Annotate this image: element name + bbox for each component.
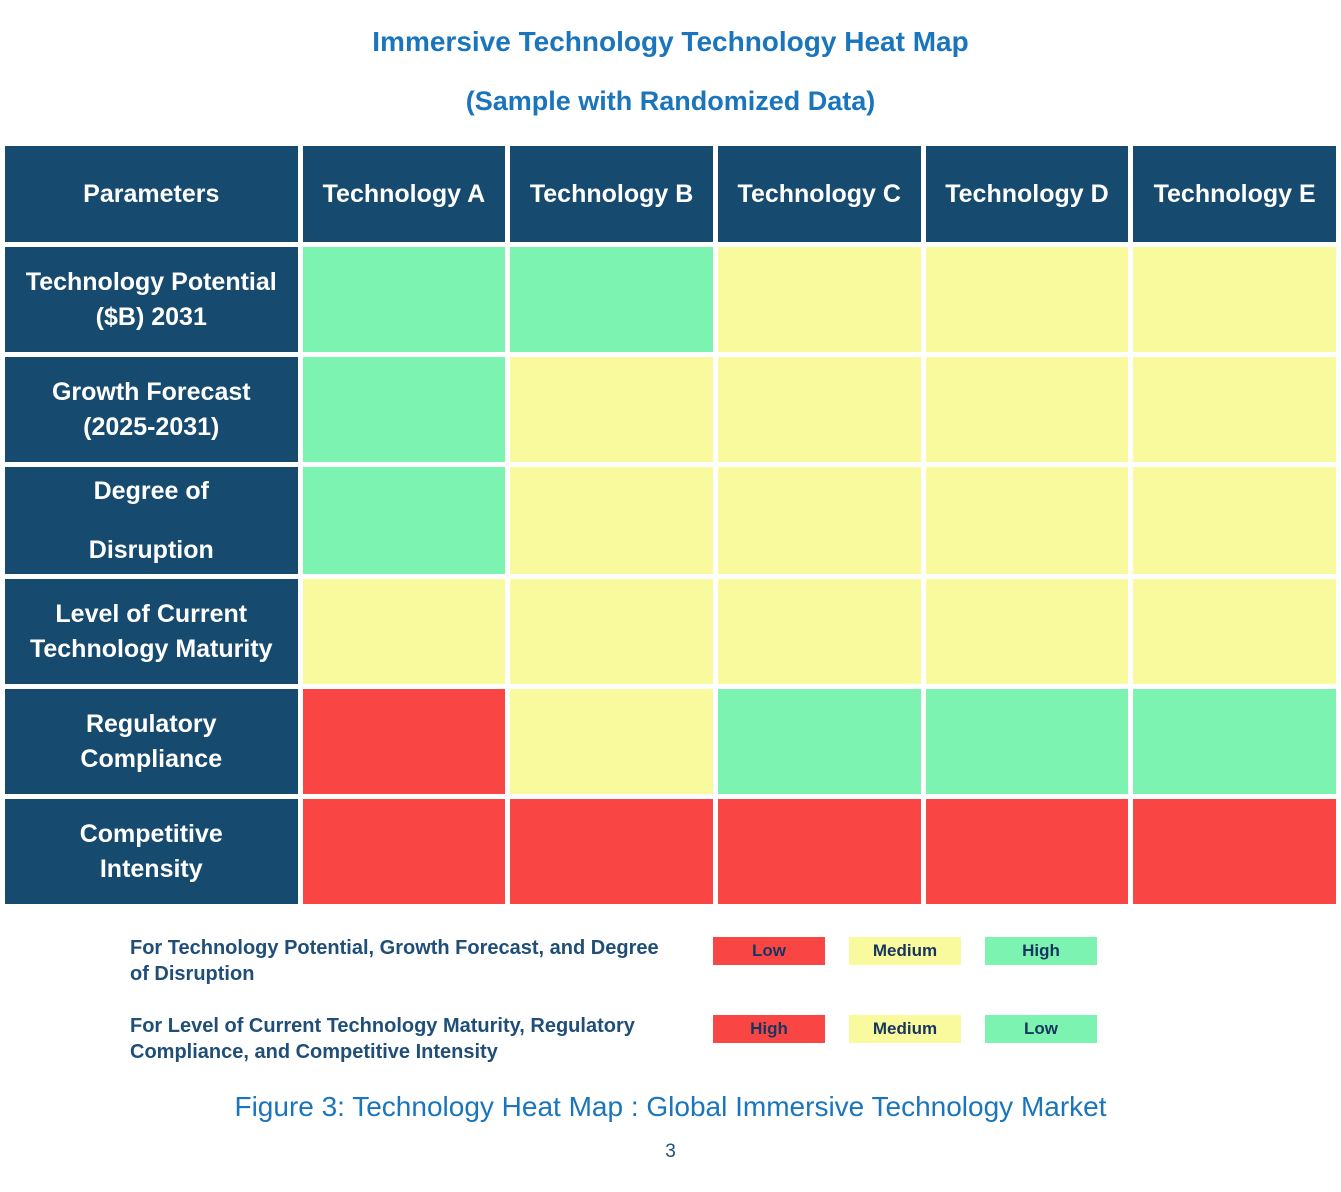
heatmap-cell <box>1133 467 1336 574</box>
heatmap-cell <box>510 799 713 904</box>
heatmap-cell <box>1133 799 1336 904</box>
heatmap-cell <box>510 467 713 574</box>
heatmap-cell <box>1133 689 1336 794</box>
heatmap-cell <box>302 799 506 904</box>
legend-label: For Level of Current Technology Maturity… <box>130 1015 635 1063</box>
heatmap-cell <box>717 467 921 574</box>
heatmap-cell <box>1133 579 1336 684</box>
table-row: Growth Forecast (2025-2031) <box>5 357 1336 462</box>
page-subtitle: (Sample with Randomized Data) <box>465 86 876 116</box>
legend: For Technology Potential, Growth Forecas… <box>0 935 1341 1065</box>
legend-chip-medium: Medium <box>849 1015 961 1043</box>
column-header-technology-b: Technology B <box>510 146 713 242</box>
heatmap-cell <box>717 579 921 684</box>
heatmap-cell <box>717 689 921 794</box>
heatmap-cell <box>925 247 1129 352</box>
heatmap-cell <box>1133 247 1336 352</box>
heatmap-cell <box>925 579 1129 684</box>
row-label: Technology Potential ($B) 2031 <box>5 247 298 352</box>
column-header-technology-c: Technology C <box>717 146 921 242</box>
column-header-technology-a: Technology A <box>302 146 506 242</box>
legend-label: For Technology Potential, Growth Forecas… <box>130 937 659 985</box>
heatmap-cell <box>510 247 713 352</box>
legend-chip-low: Low <box>985 1015 1097 1043</box>
page-title: Immersive Technology Technology Heat Map <box>372 26 969 57</box>
row-label: Regulatory Compliance <box>5 689 298 794</box>
report-page: Immersive Technology Technology Heat Map… <box>0 26 1341 1162</box>
table-row: Regulatory Compliance <box>5 689 1336 794</box>
heatmap-cell <box>717 357 921 462</box>
heatmap-cell <box>510 579 713 684</box>
heatmap-cell <box>925 467 1129 574</box>
row-label: Degree of Disruption <box>5 467 298 574</box>
legend-row-favorability-low-good: For Level of Current Technology Maturity… <box>130 1013 1341 1065</box>
heatmap-cell <box>925 799 1129 904</box>
legend-chip-high: High <box>713 1015 825 1043</box>
heatmap-cell <box>925 689 1129 794</box>
page-number: 3 <box>665 1141 676 1162</box>
table-row: Technology Potential ($B) 2031 <box>5 247 1336 352</box>
legend-chip-high: High <box>985 937 1097 965</box>
legend-row-favorability-high-good: For Technology Potential, Growth Forecas… <box>130 935 1341 987</box>
row-label: Growth Forecast (2025-2031) <box>5 357 298 462</box>
legend-chip-low: Low <box>713 937 825 965</box>
heatmap-table: Parameters Technology A Technology B Techno… <box>0 141 1341 909</box>
legend-chips: High Medium Low <box>713 1015 1097 1043</box>
column-header-technology-e: Technology E <box>1133 146 1336 242</box>
table-row: Competitive Intensity <box>5 799 1336 904</box>
table-row: Level of Current Technology Maturity <box>5 579 1336 684</box>
table-row: Degree of Disruption <box>5 467 1336 574</box>
row-label: Level of Current Technology Maturity <box>5 579 298 684</box>
heatmap-cell <box>302 689 506 794</box>
legend-chip-medium: Medium <box>849 937 961 965</box>
heatmap-cell <box>717 799 921 904</box>
heatmap-body: Technology Potential ($B) 2031 Growth Fore… <box>5 247 1336 904</box>
legend-chips: Low Medium High <box>713 937 1097 965</box>
heatmap-cell <box>510 357 713 462</box>
column-header-parameters: Parameters <box>5 146 298 242</box>
heatmap-cell <box>717 247 921 352</box>
figure-caption: Figure 3: Technology Heat Map : Global I… <box>234 1091 1107 1122</box>
heatmap-cell <box>302 579 506 684</box>
heatmap-cell <box>302 357 506 462</box>
row-label: Competitive Intensity <box>5 799 298 904</box>
heatmap-cell <box>302 247 506 352</box>
heatmap-cell <box>925 357 1129 462</box>
heatmap-cell <box>510 689 713 794</box>
column-header-technology-d: Technology D <box>925 146 1129 242</box>
header-row: Parameters Technology A Technology B Techno… <box>5 146 1336 242</box>
heatmap-cell <box>1133 357 1336 462</box>
heatmap-cell <box>302 467 506 574</box>
